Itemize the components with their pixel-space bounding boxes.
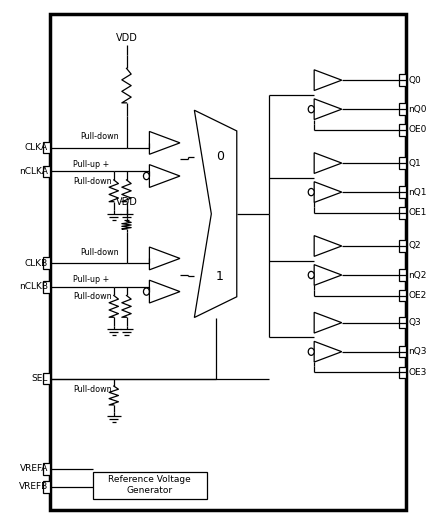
Text: Q2: Q2 [409, 242, 421, 251]
Bar [42, 373, 50, 384]
Circle shape [308, 106, 314, 113]
Text: Q0: Q0 [409, 76, 421, 84]
Text: Reference Voltage: Reference Voltage [108, 475, 191, 483]
Circle shape [308, 348, 314, 355]
Polygon shape [149, 165, 180, 188]
Bar [42, 142, 50, 153]
Text: OE2: OE2 [409, 291, 427, 300]
Bar [42, 481, 50, 493]
Text: nCLKB: nCLKB [19, 282, 48, 291]
Polygon shape [314, 99, 342, 119]
Bar [399, 207, 407, 218]
Text: Pull-down: Pull-down [81, 248, 119, 257]
Polygon shape [314, 182, 342, 203]
Text: nQ2: nQ2 [409, 270, 427, 279]
Text: Pull-down: Pull-down [73, 292, 112, 301]
Bar [399, 290, 407, 302]
Circle shape [308, 189, 314, 196]
Bar [399, 240, 407, 252]
Polygon shape [314, 70, 342, 91]
Bar [42, 463, 50, 475]
Text: VREFA: VREFA [20, 464, 48, 473]
Bar [42, 281, 50, 293]
Bar [399, 269, 407, 281]
Bar [399, 124, 407, 135]
Text: VDD: VDD [116, 33, 137, 43]
Bar [42, 257, 50, 269]
Text: CLKA: CLKA [25, 143, 48, 152]
Bar [399, 187, 407, 198]
Bar [399, 367, 407, 378]
Bar [399, 346, 407, 357]
Text: Pull-up +: Pull-up + [73, 160, 110, 169]
Polygon shape [149, 131, 180, 154]
Text: OE0: OE0 [409, 126, 427, 134]
Bar [399, 157, 407, 169]
Circle shape [143, 288, 149, 295]
Bar [92, 472, 207, 499]
Polygon shape [194, 110, 237, 317]
Text: Q1: Q1 [409, 158, 421, 168]
Polygon shape [314, 235, 342, 256]
Text: VDD: VDD [116, 196, 137, 207]
Text: OE3: OE3 [409, 368, 427, 377]
Polygon shape [314, 341, 342, 362]
Polygon shape [314, 265, 342, 286]
Text: Q3: Q3 [409, 318, 421, 327]
Text: Pull-up +: Pull-up + [73, 275, 110, 284]
Bar [50, 15, 407, 510]
Bar [399, 317, 407, 328]
Text: nQ3: nQ3 [409, 347, 427, 356]
Text: Pull-down: Pull-down [81, 132, 119, 141]
Text: nQ1: nQ1 [409, 188, 427, 196]
Text: OE1: OE1 [409, 208, 427, 217]
Text: SEL: SEL [32, 374, 48, 383]
Polygon shape [149, 280, 180, 303]
Circle shape [308, 271, 314, 279]
Text: VREFB: VREFB [19, 482, 48, 491]
Bar [42, 166, 50, 177]
Polygon shape [314, 312, 342, 333]
Circle shape [143, 172, 149, 180]
Text: 0: 0 [216, 151, 224, 164]
Text: nQ0: nQ0 [409, 105, 427, 114]
Text: Generator: Generator [127, 486, 173, 495]
Bar [399, 104, 407, 115]
Polygon shape [314, 153, 342, 173]
Text: Pull-down: Pull-down [73, 177, 112, 185]
Text: 1: 1 [216, 269, 224, 282]
Bar [399, 75, 407, 86]
Text: nCLKA: nCLKA [19, 167, 48, 176]
Polygon shape [149, 247, 180, 270]
Text: CLKB: CLKB [25, 258, 48, 268]
Text: Pull-down: Pull-down [73, 385, 112, 394]
